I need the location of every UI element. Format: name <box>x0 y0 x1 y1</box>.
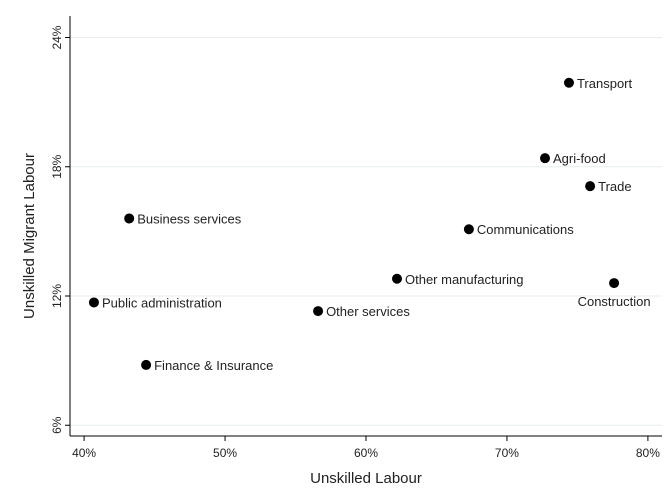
data-point <box>124 213 135 224</box>
point-label: Finance & Insurance <box>154 358 273 373</box>
ticks: 40% 50% 60% 70% 80% 6% 12% 18% 24% <box>50 25 660 460</box>
point-label: Business services <box>137 211 242 226</box>
point-label: Communications <box>477 222 574 237</box>
point-label: Trade <box>598 179 631 194</box>
x-tick-label: 70% <box>495 446 519 460</box>
x-tick-label: 40% <box>72 446 96 460</box>
point-label: Public administration <box>102 295 222 310</box>
y-tick-label: 12% <box>50 284 64 308</box>
data-point <box>609 278 620 289</box>
point-label: Transport <box>577 76 633 91</box>
data-point <box>540 153 551 164</box>
data-point <box>313 306 324 317</box>
x-tick-label: 80% <box>636 446 660 460</box>
y-tick-label: 6% <box>50 416 64 434</box>
x-axis-title: Unskilled Labour <box>310 470 422 487</box>
y-axis-title: Unskilled Migrant Labour <box>21 153 38 319</box>
point-label: Construction <box>578 294 651 309</box>
data-point <box>392 273 403 284</box>
data-point <box>141 359 152 370</box>
point-label: Other manufacturing <box>405 272 524 287</box>
data-points: Transport Agri-food Trade Business services… <box>88 76 651 373</box>
x-tick-label: 50% <box>213 446 237 460</box>
y-tick-label: 24% <box>50 25 64 49</box>
data-point <box>88 297 99 308</box>
data-point <box>585 181 596 192</box>
data-point <box>463 224 474 235</box>
x-tick-label: 60% <box>354 446 378 460</box>
point-label: Agri-food <box>553 151 606 166</box>
grid <box>70 37 662 426</box>
point-label: Other services <box>326 304 410 319</box>
data-point <box>563 77 574 88</box>
y-tick-label: 18% <box>50 154 64 178</box>
